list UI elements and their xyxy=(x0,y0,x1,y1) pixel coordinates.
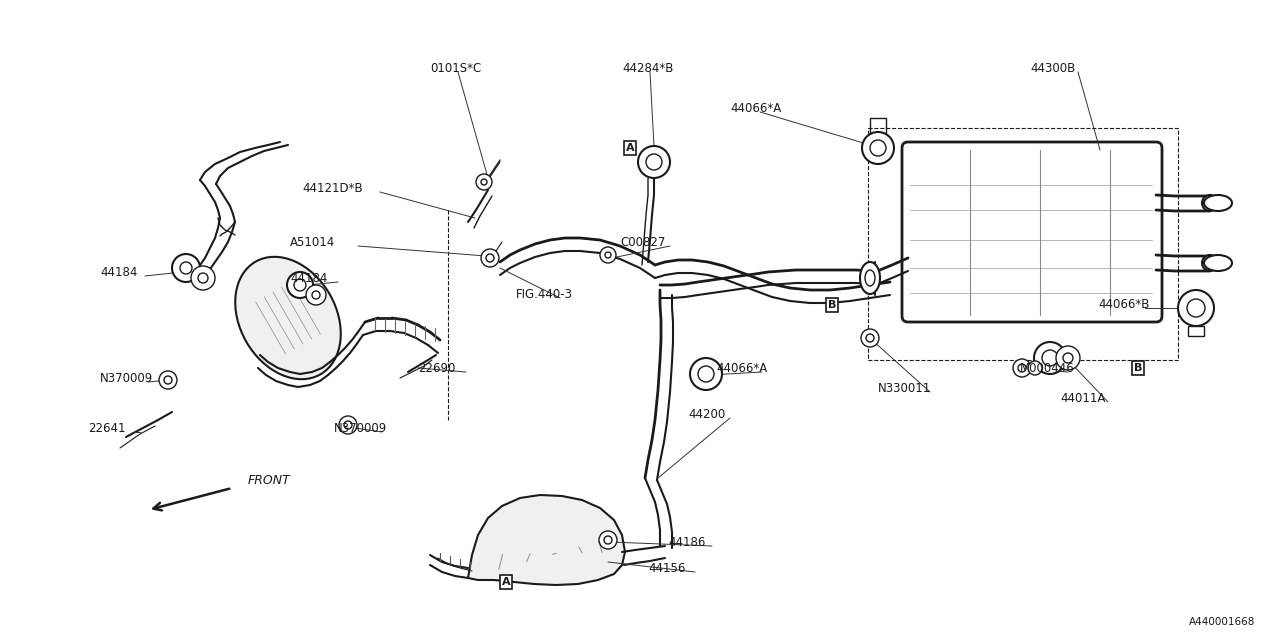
Circle shape xyxy=(287,272,314,298)
Circle shape xyxy=(1178,290,1213,326)
Text: 44200: 44200 xyxy=(689,408,726,422)
Bar xyxy=(1188,326,1204,336)
FancyBboxPatch shape xyxy=(902,142,1162,322)
Bar xyxy=(868,128,1178,360)
Circle shape xyxy=(1012,359,1030,377)
Text: 44156: 44156 xyxy=(648,561,685,575)
Text: A: A xyxy=(626,143,635,153)
Circle shape xyxy=(690,358,722,390)
Text: 0101S*C: 0101S*C xyxy=(430,61,481,74)
Text: A51014: A51014 xyxy=(291,236,335,248)
Text: B: B xyxy=(1134,363,1142,373)
Text: N370009: N370009 xyxy=(100,371,154,385)
Text: 44184: 44184 xyxy=(100,266,137,278)
Text: 22641: 22641 xyxy=(88,422,125,435)
Text: 44284*B: 44284*B xyxy=(622,61,673,74)
Text: 44121D*B: 44121D*B xyxy=(302,182,362,195)
Text: M000446: M000446 xyxy=(1020,362,1075,374)
Text: 44184: 44184 xyxy=(291,271,328,285)
Ellipse shape xyxy=(1204,195,1231,211)
Circle shape xyxy=(481,249,499,267)
Text: C00827: C00827 xyxy=(620,236,666,248)
Circle shape xyxy=(861,329,879,347)
Text: FIG.440-3: FIG.440-3 xyxy=(516,289,573,301)
Circle shape xyxy=(1056,346,1080,370)
Ellipse shape xyxy=(1204,255,1231,271)
Text: 44066*A: 44066*A xyxy=(730,102,781,115)
Circle shape xyxy=(476,174,492,190)
Circle shape xyxy=(600,247,616,263)
Polygon shape xyxy=(468,495,625,585)
Text: 44066*B: 44066*B xyxy=(1098,298,1149,312)
Text: 22690: 22690 xyxy=(419,362,456,374)
Circle shape xyxy=(159,371,177,389)
Text: 44011A: 44011A xyxy=(1060,392,1106,404)
Circle shape xyxy=(1028,361,1042,375)
Text: FRONT: FRONT xyxy=(248,474,291,486)
Bar xyxy=(870,118,886,133)
Circle shape xyxy=(172,254,200,282)
Text: A440001668: A440001668 xyxy=(1189,617,1254,627)
Text: N330011: N330011 xyxy=(878,381,932,394)
Circle shape xyxy=(1034,342,1066,374)
Circle shape xyxy=(339,416,357,434)
Circle shape xyxy=(599,531,617,549)
Circle shape xyxy=(861,132,893,164)
Ellipse shape xyxy=(1202,195,1219,211)
Text: A: A xyxy=(502,577,511,587)
Ellipse shape xyxy=(860,262,881,294)
Text: B: B xyxy=(828,300,836,310)
Ellipse shape xyxy=(236,257,340,379)
Text: 44186: 44186 xyxy=(668,536,705,548)
Circle shape xyxy=(306,285,326,305)
Text: 44066*A: 44066*A xyxy=(716,362,767,374)
Text: 44300B: 44300B xyxy=(1030,61,1075,74)
Circle shape xyxy=(191,266,215,290)
Text: N370009: N370009 xyxy=(334,422,388,435)
Ellipse shape xyxy=(1202,255,1219,271)
Circle shape xyxy=(637,146,669,178)
